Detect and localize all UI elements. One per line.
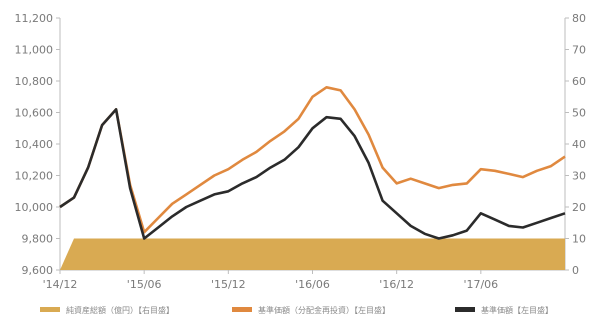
legend-swatch bbox=[40, 307, 60, 312]
x-tick-label: '16/12 bbox=[379, 278, 414, 291]
plot-area bbox=[59, 86, 566, 270]
y-left-tick-label: 10,600 bbox=[15, 107, 54, 120]
axes: 9,600 9,800 10,000 10,200 10,400 10,600 10,800… bbox=[15, 12, 587, 291]
y-right-tick-label: 0 bbox=[572, 264, 579, 277]
legend-label: 基準価額（分配金再投資）【左目盛】 bbox=[258, 305, 390, 315]
legend-swatch bbox=[455, 307, 475, 312]
y-left-tick-label: 10,400 bbox=[15, 138, 54, 151]
y-left-tick-label: 10,000 bbox=[15, 201, 54, 214]
y-right-tick-label: 50 bbox=[572, 107, 586, 120]
x-tick-label: '15/06 bbox=[127, 278, 162, 291]
y-left-tick-label: 10,200 bbox=[15, 170, 54, 183]
series-line-nav-reinvested bbox=[59, 86, 566, 234]
series-line-nav bbox=[59, 108, 566, 240]
x-tick-label: '14/12 bbox=[43, 278, 78, 291]
x-tick-label: '16/06 bbox=[295, 278, 330, 291]
y-right-tick-label: 30 bbox=[572, 170, 586, 183]
y-right-tick-label: 80 bbox=[572, 12, 586, 25]
x-tick-label: '17/06 bbox=[463, 278, 498, 291]
y-left-tick-label: 9,800 bbox=[22, 233, 54, 246]
y-right-tick-label: 40 bbox=[572, 138, 586, 151]
legend-label: 基準価額【左目盛】 bbox=[481, 305, 553, 315]
y-right-tick-label: 70 bbox=[572, 44, 586, 57]
x-tick-label: '15/12 bbox=[211, 278, 246, 291]
y-left-tick-label: 9,600 bbox=[22, 264, 54, 277]
legend-swatch bbox=[232, 307, 252, 312]
legend: 純資産総額（億円）【右目盛】 基準価額（分配金再投資）【左目盛】 基準価額【左目盛】 bbox=[40, 305, 553, 315]
series-area-net-assets bbox=[60, 238, 565, 270]
y-right-tick-label: 60 bbox=[572, 75, 586, 88]
legend-label: 純資産総額（億円）【右目盛】 bbox=[66, 305, 174, 315]
y-left-tick-label: 11,000 bbox=[15, 44, 54, 57]
y-right-tick-label: 10 bbox=[572, 233, 586, 246]
y-left-tick-label: 11,200 bbox=[15, 12, 54, 25]
y-right-tick-label: 20 bbox=[572, 201, 586, 214]
y-left-tick-label: 10,800 bbox=[15, 75, 54, 88]
